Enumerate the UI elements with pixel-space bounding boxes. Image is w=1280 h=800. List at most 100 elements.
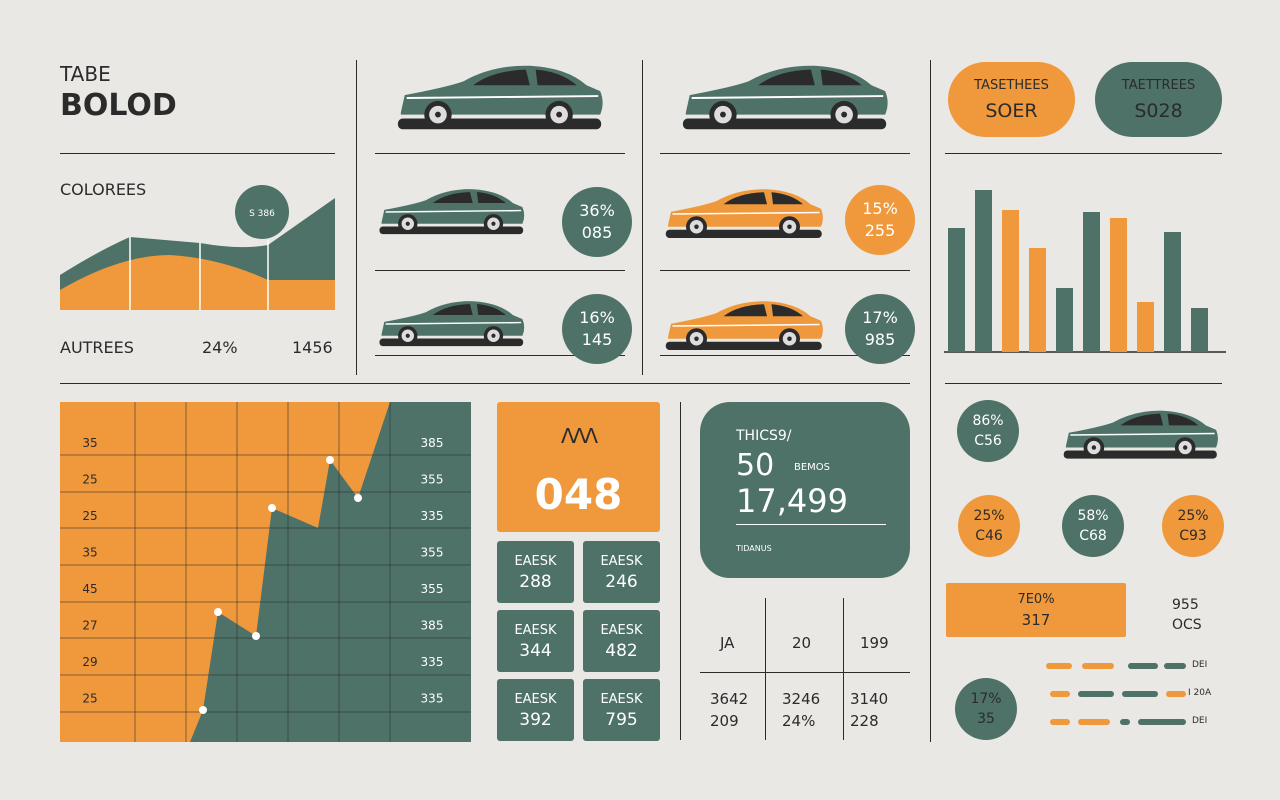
car-icon <box>376 298 528 350</box>
divider <box>660 270 910 271</box>
stat-top: 17% <box>862 308 898 327</box>
bar <box>1083 212 1100 352</box>
stat-top: 86% <box>972 413 1004 429</box>
footer-label: AUTREES <box>60 338 134 357</box>
stat-top: 17% <box>970 691 1002 707</box>
table-cell: 209 <box>710 712 739 730</box>
side-stat: 955 OCS <box>1172 595 1202 635</box>
stat-top: 7E0% <box>1017 592 1055 607</box>
stat-top: 58% <box>1077 508 1109 524</box>
pill: TAETTREES S028 <box>1095 62 1222 137</box>
pill: TASETHEES SOER <box>948 62 1075 137</box>
car-icon <box>662 186 827 242</box>
tile: EAESK 344 <box>497 610 574 672</box>
tile-label: EAESK <box>514 623 557 638</box>
car-icon <box>376 186 528 238</box>
stat-circle: 16% 145 <box>562 294 632 364</box>
stat-bottom: C46 <box>975 528 1003 544</box>
stat-circle: 17% 985 <box>845 294 915 364</box>
tile-value: 344 <box>519 641 552 661</box>
table-header: 199 <box>860 634 889 652</box>
divider <box>660 153 910 154</box>
table-rule <box>700 672 910 673</box>
card-big: 50 <box>736 448 775 483</box>
stat-bottom: OCS <box>1172 617 1202 633</box>
table-cell: 3246 <box>782 690 821 708</box>
bar <box>1137 302 1154 352</box>
stat-top: 955 <box>1172 597 1199 613</box>
stat-bottom: 145 <box>581 330 613 349</box>
tile-value: 795 <box>605 710 638 730</box>
row-label: 385 <box>421 436 444 450</box>
row-label: 29 <box>82 655 97 669</box>
row-label: 335 <box>421 509 444 523</box>
row-label: 335 <box>421 692 444 706</box>
divider <box>60 383 910 384</box>
table-header: JA <box>720 634 735 652</box>
legend-label: DEI <box>1192 660 1208 670</box>
table-header: 20 <box>792 634 812 652</box>
grid-chart: 35 25 25 35 45 27 29 25 385 355 335 355 355 385 335 335 <box>60 402 471 742</box>
stat-circle: 25% C93 <box>1162 495 1224 557</box>
stat-top: 25% <box>973 508 1005 524</box>
row-label: 25 <box>82 473 97 487</box>
pill-top: TASETHEES <box>974 77 1049 93</box>
pill-bottom: S028 <box>1134 99 1183 122</box>
pill-bottom: SOER <box>985 99 1038 122</box>
row-label: 27 <box>82 619 97 633</box>
tile: EAESK 288 <box>497 541 574 603</box>
tile: EAESK 795 <box>583 679 660 741</box>
stat-circle: 58% C68 <box>1062 495 1124 557</box>
stat-circle: 25% C46 <box>958 495 1020 557</box>
divider <box>60 153 335 154</box>
stat-circle: 36% 085 <box>562 187 632 257</box>
car-icon <box>678 62 893 134</box>
divider <box>356 60 357 375</box>
card-title: THICS9/ <box>736 428 792 444</box>
bar <box>1002 210 1019 352</box>
bar <box>975 190 992 352</box>
row-label: 35 <box>82 546 97 560</box>
footer-value: 1456 <box>292 338 333 357</box>
tile-label: EAESK <box>600 554 643 569</box>
table-cell: 3140 <box>850 690 889 708</box>
stat-circle: 17% 35 <box>955 678 1017 740</box>
bar-chart <box>944 190 1226 353</box>
stat-bottom: C93 <box>1179 528 1207 544</box>
card-caption: TIDANUS <box>736 544 772 553</box>
divider <box>660 355 910 356</box>
stat-bottom: 085 <box>581 223 613 242</box>
row-label: 25 <box>82 509 97 523</box>
car-icon <box>393 62 608 134</box>
stat-top: 36% <box>579 201 615 220</box>
car-icon <box>662 298 827 354</box>
tile-label: EAESK <box>600 692 643 707</box>
divider <box>945 383 1222 384</box>
stat-top: 25% <box>1177 508 1209 524</box>
row-label: 385 <box>421 619 444 633</box>
table-cell: 3642 <box>710 690 749 708</box>
stat-circle: 15% 255 <box>845 185 915 255</box>
stat-bar: 7E0% 317 <box>946 583 1126 637</box>
legend-label: DEI <box>1192 716 1208 726</box>
card-rule <box>736 524 886 525</box>
label: TABE <box>60 62 111 86</box>
tile-value: 482 <box>605 641 638 661</box>
highlight-icon: ΛΛΛ <box>560 424 598 448</box>
car-icon <box>1060 405 1222 465</box>
stat-bottom: C68 <box>1079 528 1107 544</box>
row-label: 355 <box>421 582 444 596</box>
tile: EAESK 246 <box>583 541 660 603</box>
table-cell: 24% <box>782 712 816 730</box>
table-rule <box>843 598 844 740</box>
legend-label: I 20A <box>1188 688 1212 698</box>
legend-lines <box>1046 663 1186 725</box>
stat-bottom: 35 <box>977 711 995 727</box>
row-label: 45 <box>82 582 97 596</box>
stat-circle: 86% C56 <box>957 400 1019 462</box>
card-value: 17,499 <box>736 482 848 520</box>
divider <box>642 60 643 375</box>
footer-value: 24% <box>202 338 238 357</box>
tile-value: 246 <box>605 572 638 592</box>
